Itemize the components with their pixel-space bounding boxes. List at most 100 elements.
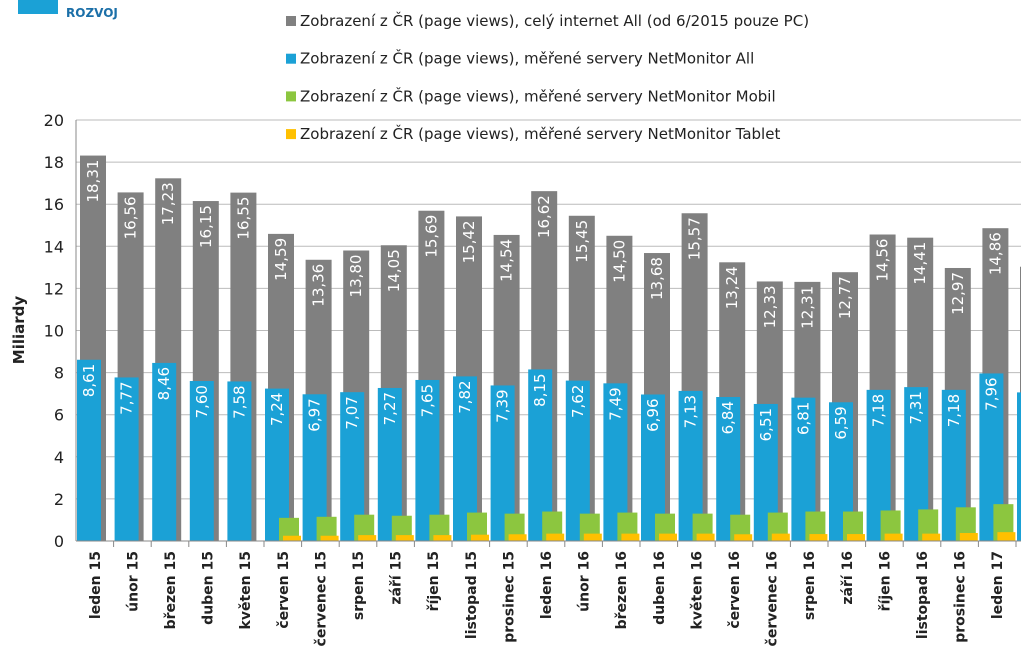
bar bbox=[955, 507, 976, 541]
value-label: 17,23 bbox=[159, 182, 177, 225]
value-label: 7,18 bbox=[870, 394, 888, 427]
x-tick-label: květen 15 bbox=[238, 551, 254, 629]
bar bbox=[227, 381, 252, 541]
bar bbox=[843, 511, 863, 541]
legend-swatch bbox=[286, 91, 296, 102]
bar bbox=[918, 509, 939, 541]
y-tick-label: 6 bbox=[54, 406, 64, 425]
legend-label: Zobrazení z ČR (page views), měřené serv… bbox=[300, 49, 754, 68]
bar bbox=[734, 534, 753, 541]
x-tick-label: prosinec 15 bbox=[501, 551, 517, 643]
value-label: 14,05 bbox=[385, 249, 403, 292]
x-tick-label: červenec 15 bbox=[313, 551, 329, 646]
value-label: 7,77 bbox=[118, 381, 136, 414]
x-tick-label: březen 16 bbox=[614, 551, 630, 629]
legend-swatch bbox=[286, 16, 296, 26]
value-label: 6,81 bbox=[794, 402, 812, 435]
y-tick-label: 4 bbox=[54, 448, 64, 467]
value-label: 12,33 bbox=[761, 285, 779, 328]
value-label: 7,27 bbox=[381, 392, 399, 425]
value-label: 7,24 bbox=[268, 393, 286, 426]
legend-bg bbox=[298, 123, 858, 146]
bar bbox=[471, 534, 489, 541]
value-label: 14,41 bbox=[911, 242, 929, 285]
y-tick-label: 2 bbox=[54, 490, 64, 509]
bar bbox=[508, 534, 527, 541]
y-tick-label: 12 bbox=[44, 279, 64, 298]
value-label: 14,56 bbox=[874, 239, 892, 282]
logo-mark bbox=[18, 0, 58, 14]
x-tick-label: srpen 15 bbox=[351, 551, 367, 620]
x-tick-label: září 15 bbox=[389, 551, 405, 605]
bar bbox=[771, 533, 790, 541]
value-label: 7,62 bbox=[569, 385, 587, 418]
bar bbox=[884, 533, 903, 541]
y-axis-label: Miliardy bbox=[10, 296, 28, 365]
value-label: 7,49 bbox=[606, 387, 624, 420]
bar bbox=[77, 359, 101, 541]
legend-label: Zobrazení z ČR (page views), měřené serv… bbox=[300, 124, 780, 143]
x-tick-label: duben 15 bbox=[201, 551, 217, 625]
bar bbox=[490, 385, 515, 541]
legend-bg bbox=[298, 85, 858, 108]
value-label: 7,31 bbox=[907, 391, 925, 424]
x-tick-label: květen 16 bbox=[689, 551, 705, 629]
legend-swatch bbox=[286, 129, 296, 140]
value-label: 16,15 bbox=[197, 205, 215, 248]
value-label: 14,86 bbox=[986, 232, 1004, 275]
value-label: 14,54 bbox=[498, 239, 516, 282]
value-label: 13,36 bbox=[310, 264, 328, 307]
value-label: 7,58 bbox=[230, 385, 248, 418]
legend-bg bbox=[298, 47, 858, 70]
bar bbox=[922, 533, 941, 541]
bar bbox=[659, 533, 677, 541]
bar bbox=[279, 517, 299, 541]
value-label: 14,50 bbox=[610, 240, 628, 283]
y-tick-label: 10 bbox=[44, 322, 64, 341]
bar bbox=[847, 534, 865, 541]
value-label: 13,24 bbox=[723, 266, 741, 309]
value-label: 8,61 bbox=[80, 364, 98, 397]
value-label: 16,55 bbox=[234, 197, 252, 240]
bar bbox=[959, 533, 978, 541]
bar bbox=[805, 511, 826, 541]
value-label: 18,31 bbox=[84, 160, 102, 203]
value-label: 6,84 bbox=[719, 401, 737, 434]
x-tick-label: duben 16 bbox=[652, 551, 668, 625]
x-tick-label: říjen 15 bbox=[426, 551, 442, 611]
x-tick-label: leden 16 bbox=[539, 551, 555, 619]
value-label: 6,97 bbox=[306, 398, 324, 431]
y-tick-label: 8 bbox=[54, 364, 64, 383]
bar bbox=[189, 381, 214, 541]
value-label: 15,45 bbox=[573, 220, 591, 263]
value-label: 16,56 bbox=[122, 196, 140, 239]
x-tick-label: listopad 15 bbox=[464, 551, 480, 639]
bar bbox=[152, 362, 177, 541]
x-tick-label: listopad 16 bbox=[915, 551, 931, 639]
value-label: 7,96 bbox=[982, 377, 1000, 410]
y-tick-label: 0 bbox=[54, 532, 64, 551]
value-label: 15,57 bbox=[686, 217, 704, 260]
bar bbox=[316, 516, 337, 541]
x-tick-label: říjen 16 bbox=[877, 551, 893, 611]
bar bbox=[583, 533, 602, 541]
value-label: 15,69 bbox=[422, 215, 440, 258]
value-label: 13,68 bbox=[648, 257, 666, 300]
bar bbox=[809, 534, 828, 541]
logo-text: ROZVOJ bbox=[66, 6, 118, 20]
bar bbox=[395, 535, 414, 541]
value-label: 6,59 bbox=[832, 406, 850, 439]
bar bbox=[433, 535, 452, 541]
value-label: 12,77 bbox=[836, 276, 854, 319]
bar bbox=[114, 377, 139, 541]
value-label: 6,51 bbox=[757, 408, 775, 441]
value-label: 7,07 bbox=[343, 396, 361, 429]
bar bbox=[283, 535, 301, 541]
value-label: 7,13 bbox=[682, 395, 700, 428]
bar bbox=[358, 535, 377, 541]
bar bbox=[993, 504, 1014, 541]
legend-bg bbox=[298, 10, 858, 32]
legend-label: Zobrazení z ČR (page views), celý intern… bbox=[300, 11, 809, 30]
